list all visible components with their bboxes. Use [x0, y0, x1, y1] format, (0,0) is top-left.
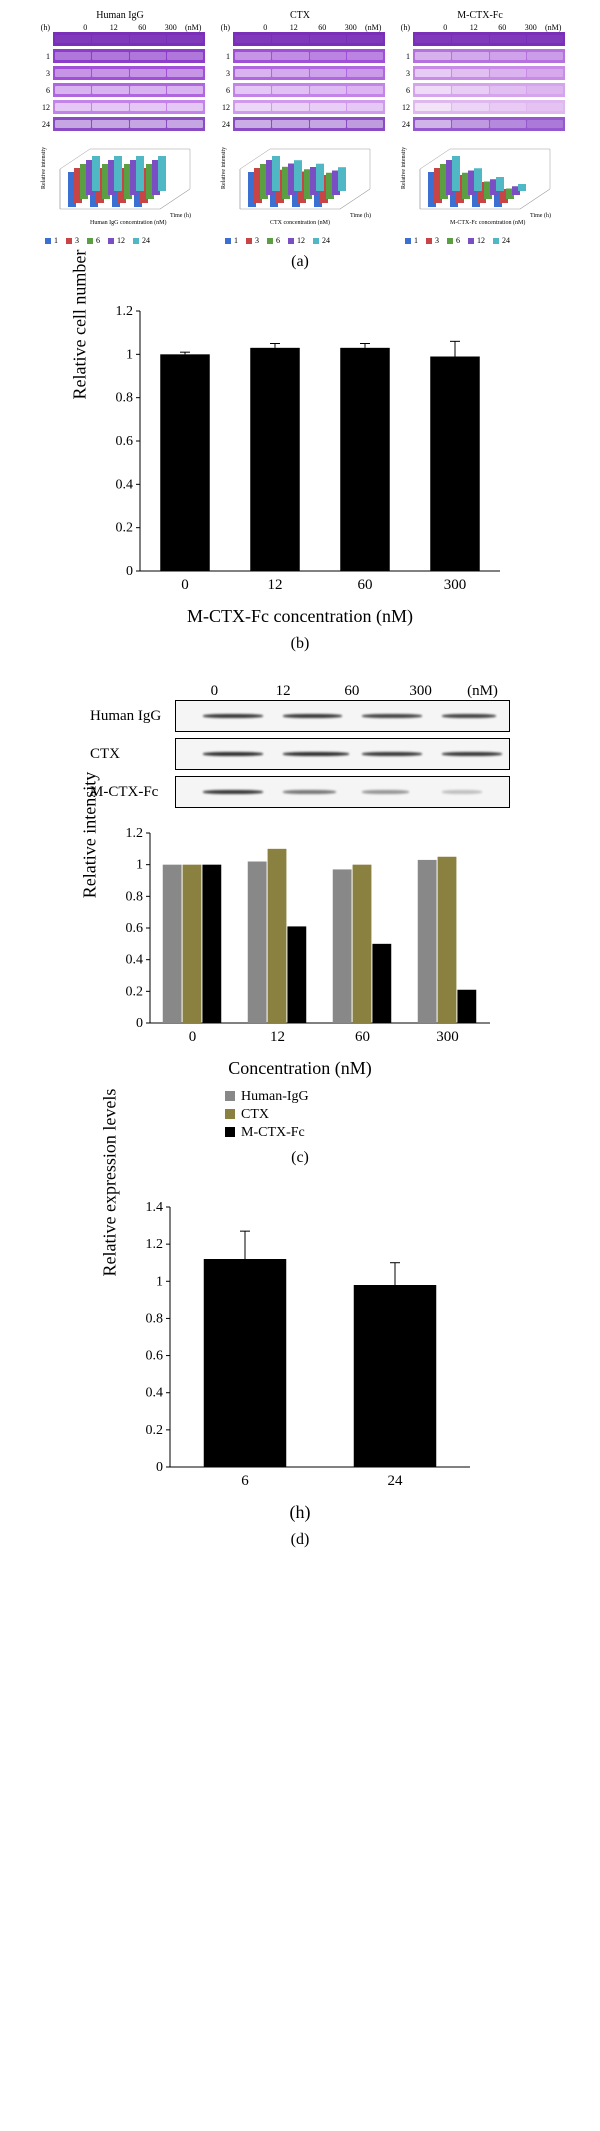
svg-text:300: 300 — [436, 1029, 459, 1045]
panel-c-ylabel: Relative intensity — [80, 772, 101, 898]
panel-b-chart: 0 0.2 0.4 0.6 0.8 1 1.2 0 12 60 300 — [90, 301, 510, 601]
svg-text:0.8: 0.8 — [146, 1311, 164, 1326]
panel-d-xlabel: (h) — [120, 1502, 480, 1523]
svg-text:Time (h): Time (h) — [530, 212, 551, 219]
gel-column: M-CTX-Fc (h) 01260300(nM)1361224Relative… — [395, 10, 565, 245]
panel-a: Human IgG (h) 01260300(nM)1361224Relativ… — [10, 10, 590, 271]
svg-text:M-CTX-Fc concentration (nM): M-CTX-Fc concentration (nM) — [450, 219, 525, 226]
svg-text:0.2: 0.2 — [116, 521, 134, 536]
svg-text:60: 60 — [355, 1029, 370, 1045]
caption-a: (a) — [10, 253, 590, 271]
panel-c: 0 12 60 300 (nM) Human IgG CTX M-CTX-Fc Re… — [10, 683, 590, 1167]
svg-text:0: 0 — [136, 1016, 143, 1031]
svg-text:1: 1 — [156, 1274, 163, 1289]
svg-text:Relative intensity: Relative intensity — [221, 146, 227, 188]
svg-text:24: 24 — [388, 1473, 404, 1489]
svg-text:60: 60 — [358, 577, 373, 593]
blot-row: CTX — [90, 738, 510, 770]
gel-title: M-CTX-Fc — [395, 10, 565, 21]
svg-text:12: 12 — [268, 577, 283, 593]
blot-row: Human IgG — [90, 700, 510, 732]
svg-text:CTX concentration (nM): CTX concentration (nM) — [270, 219, 330, 226]
svg-text:0.2: 0.2 — [146, 1423, 164, 1438]
panel-c-legend: Human-IgGCTXM-CTX-Fc — [225, 1089, 375, 1141]
svg-text:1.2: 1.2 — [146, 1237, 164, 1252]
svg-text:Time (h): Time (h) — [350, 212, 371, 219]
svg-text:Time (h): Time (h) — [170, 212, 191, 219]
svg-text:Human IgG concentration (nM): Human IgG concentration (nM) — [90, 219, 166, 226]
caption-b: (b) — [10, 635, 590, 653]
panel-b: Relative cell number 00.20.40.60.811.201… — [10, 301, 590, 653]
svg-text:300: 300 — [444, 577, 467, 593]
svg-text:0.8: 0.8 — [126, 889, 144, 904]
panel-c-xlabel: Concentration (nM) — [100, 1058, 500, 1079]
gel-column: CTX (h) 01260300(nM)1361224Relative inte… — [215, 10, 385, 245]
gel-title: CTX — [215, 10, 385, 21]
panel-c-chart: 0 0.2 0.4 0.6 0.8 1 1.2 0 12 60 300 — [100, 823, 500, 1053]
svg-text:0.6: 0.6 — [116, 434, 134, 449]
svg-text:0.6: 0.6 — [126, 921, 144, 936]
svg-text:0: 0 — [181, 577, 189, 593]
svg-text:1: 1 — [126, 347, 133, 362]
svg-text:0.6: 0.6 — [146, 1349, 164, 1364]
caption-c: (c) — [10, 1149, 590, 1167]
svg-text:0.8: 0.8 — [116, 391, 134, 406]
caption-d: (d) — [10, 1531, 590, 1549]
svg-text:Relative intensity: Relative intensity — [401, 146, 407, 188]
svg-text:0: 0 — [156, 1460, 163, 1475]
svg-text:0.4: 0.4 — [146, 1386, 164, 1401]
svg-text:1.2: 1.2 — [126, 826, 144, 841]
blot-header: 0 12 60 300 (nM) — [90, 683, 510, 700]
svg-text:0.2: 0.2 — [126, 984, 144, 999]
svg-text:1.4: 1.4 — [146, 1200, 164, 1215]
panel-d-ylabel: Relative expression levels — [100, 1089, 121, 1277]
svg-text:12: 12 — [270, 1029, 285, 1045]
svg-text:1: 1 — [136, 858, 143, 873]
svg-text:Relative intensity: Relative intensity — [41, 146, 47, 188]
svg-text:0: 0 — [189, 1029, 197, 1045]
panel-d: Relative expression levels 00.20.40.60.8… — [10, 1197, 590, 1549]
svg-text:0.4: 0.4 — [126, 953, 144, 968]
svg-text:0.4: 0.4 — [116, 477, 134, 492]
svg-text:6: 6 — [241, 1473, 249, 1489]
svg-text:1.2: 1.2 — [116, 304, 134, 319]
gel-title: Human IgG — [35, 10, 205, 21]
panel-b-xlabel: M-CTX-Fc concentration (nM) — [90, 606, 510, 627]
svg-text:0: 0 — [126, 564, 133, 579]
gel-column: Human IgG (h) 01260300(nM)1361224Relativ… — [35, 10, 205, 245]
panel-d-chart: 0 0.2 0.4 0.6 0.8 1 1.2 1.4 6 24 — [120, 1197, 480, 1497]
blot-row: M-CTX-Fc — [90, 776, 510, 808]
panel-b-ylabel: Relative cell number — [70, 250, 91, 400]
